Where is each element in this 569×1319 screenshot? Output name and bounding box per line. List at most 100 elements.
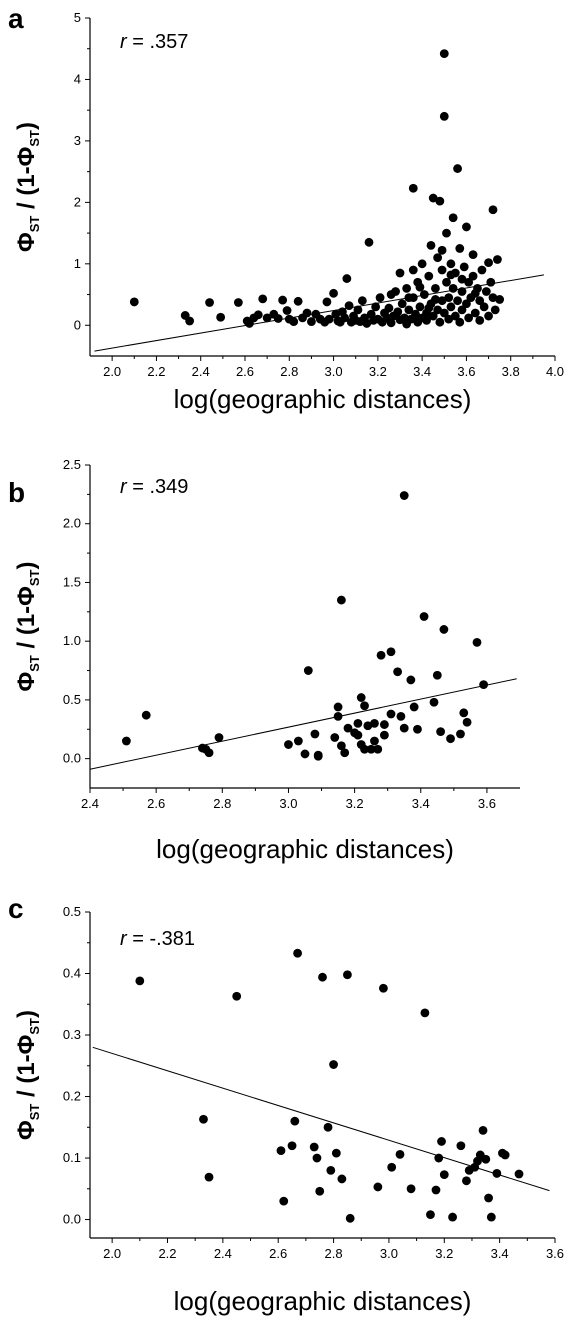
data-point: [329, 1060, 338, 1069]
data-point: [486, 277, 496, 287]
x-tick-label: 3.2: [435, 1246, 453, 1261]
data-point: [343, 970, 352, 980]
correlation-symbol: r: [120, 928, 128, 950]
data-point: [216, 312, 226, 322]
y-title-subscript: ST: [27, 655, 42, 672]
data-point: [477, 265, 487, 275]
data-point: [437, 265, 447, 275]
panel-label: a: [8, 3, 24, 34]
y-tick-label: 0.5: [63, 904, 81, 919]
panel-label: b: [8, 477, 25, 508]
data-point: [387, 1162, 397, 1172]
data-point: [514, 1169, 524, 1179]
data-point: [432, 670, 442, 680]
data-point: [442, 277, 451, 287]
data-point: [233, 298, 243, 307]
x-tick-label: 2.0: [103, 364, 121, 379]
data-point: [468, 250, 478, 259]
data-point: [404, 293, 414, 303]
data-point: [420, 1008, 430, 1018]
data-point: [444, 293, 454, 303]
data-point: [395, 1149, 405, 1159]
data-point: [475, 296, 485, 306]
data-point: [386, 647, 396, 657]
data-point: [453, 164, 462, 173]
data-point: [462, 717, 472, 727]
x-tick-label: 3.0: [279, 796, 297, 811]
data-point: [439, 111, 449, 121]
data-point: [307, 317, 316, 326]
data-point: [300, 749, 310, 759]
data-point: [397, 299, 407, 309]
data-point: [478, 1125, 488, 1135]
data-point: [444, 314, 454, 324]
data-point: [135, 976, 145, 986]
data-point: [343, 723, 353, 733]
x-tick-label: 3.8: [502, 364, 520, 379]
y-tick-label: 0.0: [63, 751, 81, 766]
data-point: [324, 314, 334, 324]
data-point: [214, 733, 224, 742]
data-point: [276, 1146, 286, 1156]
data-point: [486, 1212, 496, 1222]
panel-a: 2.0 2.2 2.4 2.6 2.8 3.0 3.2 3.4 3.6 3.8 4.0 0 1 2 3 4 5 a…: [8, 3, 564, 414]
data-point: [364, 237, 374, 247]
data-point: [204, 748, 214, 758]
data-point: [415, 302, 425, 312]
y-title-subscript: ST: [27, 569, 42, 586]
data-point: [437, 245, 447, 255]
data-point: [439, 1170, 449, 1180]
data-point: [185, 316, 195, 326]
correlation-symbol: r: [120, 31, 128, 53]
data-point: [303, 666, 313, 675]
data-point: [479, 680, 489, 690]
data-point: [366, 744, 376, 754]
data-point: [315, 1186, 325, 1196]
data-point: [353, 305, 363, 315]
y-title-part: / (1-Φ: [13, 147, 40, 216]
data-point: [468, 271, 478, 281]
data-point: [408, 183, 418, 193]
data-point: [293, 948, 302, 958]
data-point: [436, 727, 446, 737]
data-point: [462, 299, 471, 309]
x-axis-title: log(geographic distances): [174, 1286, 472, 1316]
data-point: [353, 719, 363, 728]
x-axis-title: log(geographic distances): [156, 834, 454, 864]
data-point: [336, 595, 346, 605]
x-tick-label: 2.6: [147, 796, 165, 811]
x-tick-label: 3.2: [369, 364, 387, 379]
data-point: [493, 255, 502, 264]
data-point: [448, 1212, 457, 1222]
y-tick-label: 0: [74, 317, 81, 332]
correlation-annotation: r = .349: [120, 476, 188, 498]
data-point: [408, 265, 418, 275]
data-point: [129, 297, 139, 307]
data-point: [326, 1165, 336, 1175]
data-point: [386, 318, 396, 328]
data-point: [345, 1213, 355, 1223]
data-point: [406, 1184, 416, 1194]
y-title-part: ): [13, 562, 40, 570]
x-tick-label: 2.6: [236, 364, 254, 379]
x-axis-title: log(geographic distances): [174, 384, 472, 414]
data-point: [475, 315, 485, 325]
data-point: [431, 284, 440, 293]
data-point: [371, 302, 381, 312]
data-point: [433, 305, 443, 315]
data-point: [357, 296, 367, 306]
data-point: [373, 1182, 383, 1192]
data-point: [453, 296, 462, 306]
data-point: [455, 244, 465, 253]
x-tick-label: 4.0: [546, 364, 564, 379]
data-point: [336, 741, 346, 751]
correlation-value: = -.381: [127, 928, 195, 950]
y-axis-title: ΦST / (1-ΦST): [13, 1010, 42, 1140]
data-point: [396, 711, 406, 721]
y-title-part: ): [13, 1010, 40, 1018]
data-point: [278, 295, 288, 305]
y-tick-label: 0.0: [63, 1212, 81, 1227]
data-point: [426, 1210, 435, 1220]
x-tick-label: 2.4: [81, 796, 99, 811]
data-point: [442, 228, 451, 238]
